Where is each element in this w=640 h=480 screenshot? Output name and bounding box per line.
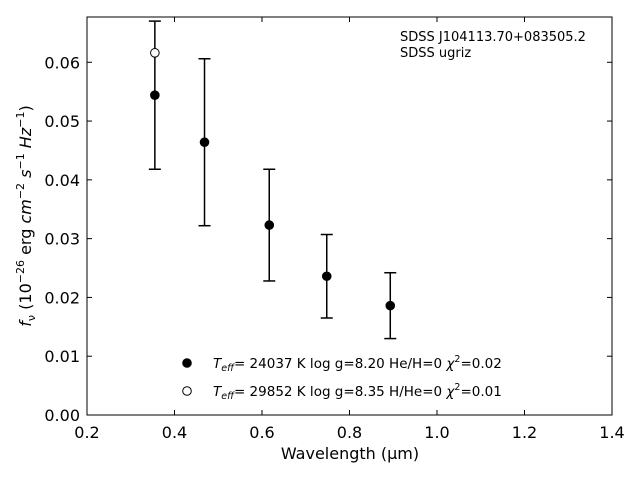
legend: Teff= 24037 K log g=8.20 He/H=0 χ2=0.02 T…: [182, 354, 502, 402]
y-tick-label: 0.01: [44, 347, 80, 366]
annotation-object-name: SDSS J104113.70+083505.2: [400, 30, 586, 45]
x-tick-label: 1.4: [599, 423, 624, 442]
legend-label-1: Teff= 29852 K log g=8.35 H/He=0 χ2=0.01: [213, 382, 502, 402]
x-tick-label: 0.6: [249, 423, 274, 442]
data-point-filled-0: [150, 90, 160, 100]
x-tick-label: 1.0: [424, 423, 449, 442]
x-tick-label: 0.8: [337, 423, 362, 442]
y-tick-label: 0.04: [44, 171, 80, 190]
x-tick-label: 0.2: [74, 423, 99, 442]
y-tick-label: 0.05: [44, 112, 80, 131]
y-tick-label: 0.02: [44, 288, 80, 307]
data-point-filled-2: [264, 220, 275, 230]
x-tick-label: 1.2: [512, 423, 537, 442]
x-tick-label: 0.4: [162, 423, 187, 442]
legend-marker-open: [182, 386, 192, 396]
svg-text:fν (10−26 erg cm−2 s−1 Hz−1): fν (10−26 erg cm−2 s−1 Hz−1): [14, 105, 38, 326]
data-point-filled-4: [385, 300, 396, 311]
y-tick-label: 0.03: [44, 230, 80, 249]
data-point-filled-1: [199, 137, 210, 148]
y-axis-label: fν (10−26 erg cm−2 s−1 Hz−1): [14, 105, 38, 326]
annotation-photometry: SDSS ugriz: [400, 46, 471, 61]
data-point-open-0: [150, 48, 160, 58]
legend-label-0: Teff= 24037 K log g=8.20 He/H=0 χ2=0.02: [213, 354, 502, 374]
legend-marker-filled: [182, 358, 192, 368]
y-tick-label: 0.00: [44, 406, 80, 425]
y-tick-label: 0.06: [44, 53, 80, 72]
x-axis-label: Wavelength (μm): [281, 444, 419, 463]
data-point-filled-3: [321, 271, 332, 282]
